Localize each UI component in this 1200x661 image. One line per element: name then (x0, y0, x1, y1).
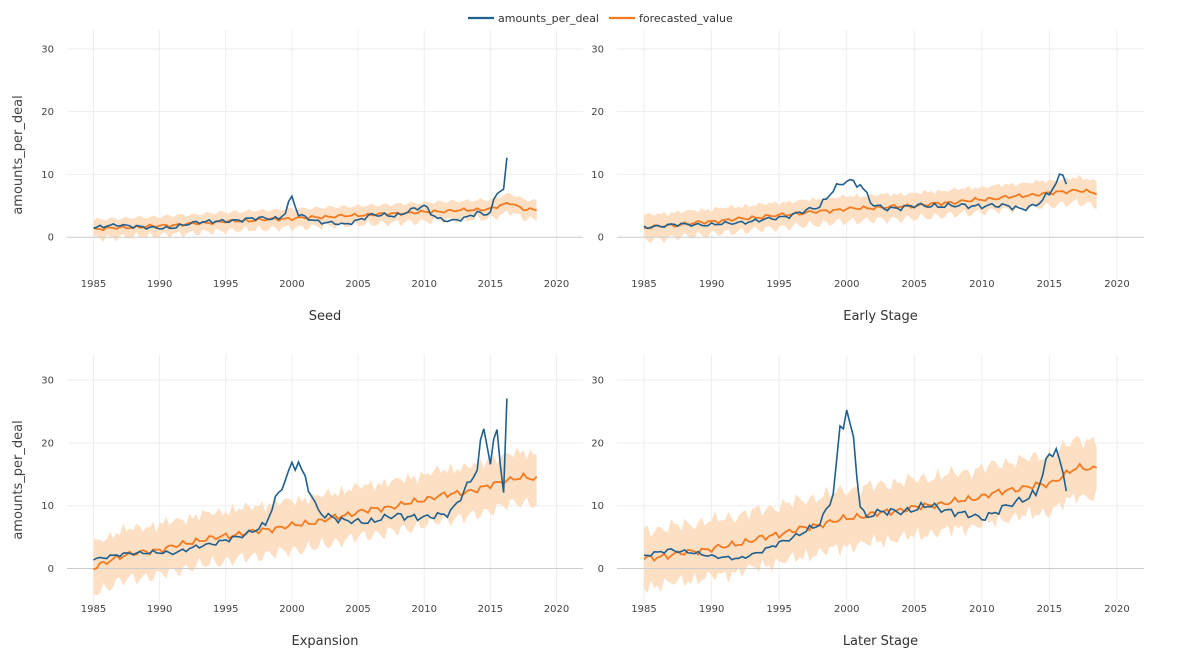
panel-expansion-grid (67, 355, 583, 605)
x-tick-label: 2020 (1104, 279, 1129, 290)
legend: amounts_per_deal forecasted_value (468, 12, 733, 25)
x-tick-label: 2005 (902, 604, 927, 615)
panel-later-stage-title: Later Stage (843, 634, 918, 649)
y-tick-label: 0 (598, 564, 604, 575)
panel-later-stage-forecast-band (644, 435, 1097, 594)
x-tick-label: 2010 (969, 279, 994, 290)
panel-early-stage-grid (617, 30, 1144, 280)
panel-seed-actual-line (93, 157, 508, 231)
legend-label-amounts-per-deal: amounts_per_deal (498, 12, 599, 25)
panel-later-stage: 1985 1990 1995 2000 2005 2010 2015 2020 0 10 20 30… (591, 355, 1144, 649)
panel-seed-y-ticks: 0 10 20 30 (41, 44, 54, 243)
x-tick-label: 2015 (478, 604, 503, 615)
x-tick-label: 1995 (213, 279, 238, 290)
y-tick-label: 0 (48, 564, 54, 575)
x-tick-label: 1985 (81, 279, 106, 290)
panel-seed-forecast-line (93, 201, 537, 232)
x-tick-label: 1995 (213, 604, 238, 615)
y-tick-label: 30 (591, 376, 604, 387)
x-tick-label: 1990 (699, 604, 724, 615)
x-tick-label: 2010 (412, 279, 437, 290)
x-tick-label: 2010 (969, 604, 994, 615)
x-tick-label: 2000 (279, 279, 304, 290)
panel-early-stage: 1985 1990 1995 2000 2005 2010 2015 2020 0 10 20 30… (591, 30, 1144, 324)
x-tick-label: 2015 (478, 279, 503, 290)
x-tick-label: 2015 (1037, 604, 1062, 615)
x-tick-label: 2000 (834, 604, 859, 615)
y-tick-label: 10 (41, 170, 54, 181)
x-tick-label: 2020 (544, 279, 569, 290)
panel-seed: 1985 1990 1995 2000 2005 2010 2015 2020 0 10 20 30… (11, 30, 583, 324)
panel-later-stage-actual-line (643, 409, 1068, 561)
panel-later-stage-forecast-line (643, 462, 1098, 562)
x-tick-label: 1995 (766, 279, 791, 290)
y-tick-label: 30 (591, 44, 604, 55)
x-tick-label: 2010 (412, 604, 437, 615)
panel-early-stage-actual-line (643, 173, 1068, 230)
x-tick-label: 2000 (279, 604, 304, 615)
panel-expansion: 1985 1990 1995 2000 2005 2010 2015 2020 0 10 20 30… (11, 355, 583, 649)
panel-seed-title: Seed (309, 309, 342, 324)
y-tick-label: 30 (41, 44, 54, 55)
y-tick-label: 10 (591, 501, 604, 512)
panel-seed-y-axis-label: amounts_per_deal (11, 95, 26, 214)
legend-label-forecasted-value: forecasted_value (639, 12, 733, 25)
x-tick-label: 2005 (345, 604, 370, 615)
y-tick-label: 20 (591, 107, 604, 118)
y-tick-label: 20 (41, 107, 54, 118)
panel-early-stage-title: Early Stage (843, 309, 918, 324)
x-tick-label: 1990 (147, 604, 172, 615)
panel-seed-x-ticks: 1985 1990 1995 2000 2005 2010 2015 2020 (81, 279, 570, 290)
x-tick-label: 1985 (631, 604, 656, 615)
x-tick-label: 2020 (544, 604, 569, 615)
y-tick-label: 0 (48, 233, 54, 244)
x-tick-label: 2000 (834, 279, 859, 290)
panel-later-stage-y-ticks: 0 10 20 30 (591, 376, 604, 575)
panel-early-stage-x-ticks: 1985 1990 1995 2000 2005 2010 2015 2020 (631, 279, 1129, 290)
x-tick-label: 2005 (345, 279, 370, 290)
x-tick-label: 1985 (81, 604, 106, 615)
panel-expansion-x-ticks: 1985 1990 1995 2000 2005 2010 2015 2020 (81, 604, 570, 615)
y-tick-label: 30 (41, 376, 54, 387)
panel-later-stage-x-ticks: 1985 1990 1995 2000 2005 2010 2015 2020 (631, 604, 1129, 615)
x-tick-label: 2020 (1104, 604, 1129, 615)
panel-expansion-y-axis-label: amounts_per_deal (11, 420, 26, 539)
x-tick-label: 1990 (147, 279, 172, 290)
panel-expansion-forecast-band (93, 447, 537, 596)
y-tick-label: 20 (41, 438, 54, 449)
y-tick-label: 10 (591, 170, 604, 181)
panel-early-stage-forecast-line (643, 188, 1098, 230)
x-tick-label: 1995 (766, 604, 791, 615)
x-tick-label: 1985 (631, 279, 656, 290)
y-tick-label: 10 (41, 501, 54, 512)
y-tick-label: 0 (598, 233, 604, 244)
panel-expansion-y-ticks: 0 10 20 30 (41, 376, 54, 575)
panel-expansion-title: Expansion (292, 634, 359, 649)
x-tick-label: 2015 (1037, 279, 1062, 290)
x-tick-label: 2005 (902, 279, 927, 290)
panel-seed-grid (67, 30, 583, 280)
x-tick-label: 1990 (699, 279, 724, 290)
panel-early-stage-y-ticks: 0 10 20 30 (591, 44, 604, 243)
panel-expansion-actual-line (93, 398, 508, 561)
y-tick-label: 20 (591, 438, 604, 449)
